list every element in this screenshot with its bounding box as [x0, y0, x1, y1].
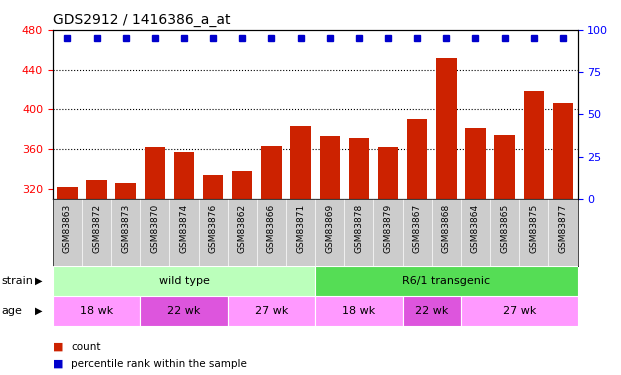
Bar: [53, 266, 315, 296]
Text: GSM83875: GSM83875: [529, 204, 538, 254]
Bar: [140, 296, 228, 326]
Text: GSM83879: GSM83879: [384, 204, 392, 254]
Text: ▶: ▶: [35, 276, 43, 286]
Text: GDS2912 / 1416386_a_at: GDS2912 / 1416386_a_at: [53, 13, 230, 27]
Bar: [116, 183, 136, 199]
Bar: [145, 147, 165, 199]
Text: GSM83871: GSM83871: [296, 204, 305, 254]
Bar: [174, 152, 194, 199]
Text: GSM83869: GSM83869: [325, 204, 334, 254]
Text: R6/1 transgenic: R6/1 transgenic: [402, 276, 491, 286]
Text: ▶: ▶: [35, 306, 43, 316]
Bar: [494, 135, 515, 199]
Text: 22 wk: 22 wk: [167, 306, 201, 316]
Text: GSM83862: GSM83862: [238, 204, 247, 253]
Text: GSM83873: GSM83873: [121, 204, 130, 254]
Text: GSM83874: GSM83874: [179, 204, 188, 253]
Bar: [86, 180, 107, 199]
Bar: [53, 296, 140, 326]
Bar: [348, 138, 369, 199]
Text: strain: strain: [1, 276, 33, 286]
Text: age: age: [1, 306, 22, 316]
Text: GSM83866: GSM83866: [267, 204, 276, 254]
Text: GSM83867: GSM83867: [413, 204, 422, 254]
Text: GSM83864: GSM83864: [471, 204, 480, 253]
Bar: [203, 175, 224, 199]
Bar: [407, 119, 427, 199]
Text: 18 wk: 18 wk: [80, 306, 113, 316]
Text: GSM83878: GSM83878: [355, 204, 363, 254]
Bar: [465, 128, 486, 199]
Text: ■: ■: [53, 359, 63, 369]
Text: GSM83865: GSM83865: [500, 204, 509, 254]
Bar: [228, 296, 315, 326]
Bar: [436, 58, 456, 199]
Bar: [378, 147, 398, 199]
Bar: [315, 266, 578, 296]
Bar: [291, 126, 310, 199]
Text: ■: ■: [53, 342, 63, 352]
Text: percentile rank within the sample: percentile rank within the sample: [71, 359, 247, 369]
Text: wild type: wild type: [158, 276, 209, 286]
Bar: [57, 187, 78, 199]
Text: 22 wk: 22 wk: [415, 306, 448, 316]
Text: GSM83863: GSM83863: [63, 204, 72, 254]
Bar: [320, 136, 340, 199]
Text: GSM83876: GSM83876: [209, 204, 217, 254]
Text: GSM83872: GSM83872: [92, 204, 101, 253]
Text: 27 wk: 27 wk: [502, 306, 536, 316]
Text: GSM83868: GSM83868: [442, 204, 451, 254]
Text: 27 wk: 27 wk: [255, 306, 288, 316]
Bar: [402, 296, 461, 326]
Text: GSM83870: GSM83870: [150, 204, 160, 254]
Bar: [315, 296, 402, 326]
Bar: [524, 90, 544, 199]
Bar: [261, 146, 282, 199]
Bar: [461, 296, 578, 326]
Text: 18 wk: 18 wk: [342, 306, 376, 316]
Text: GSM83877: GSM83877: [558, 204, 568, 254]
Bar: [232, 171, 253, 199]
Bar: [553, 104, 573, 199]
Text: count: count: [71, 342, 101, 352]
